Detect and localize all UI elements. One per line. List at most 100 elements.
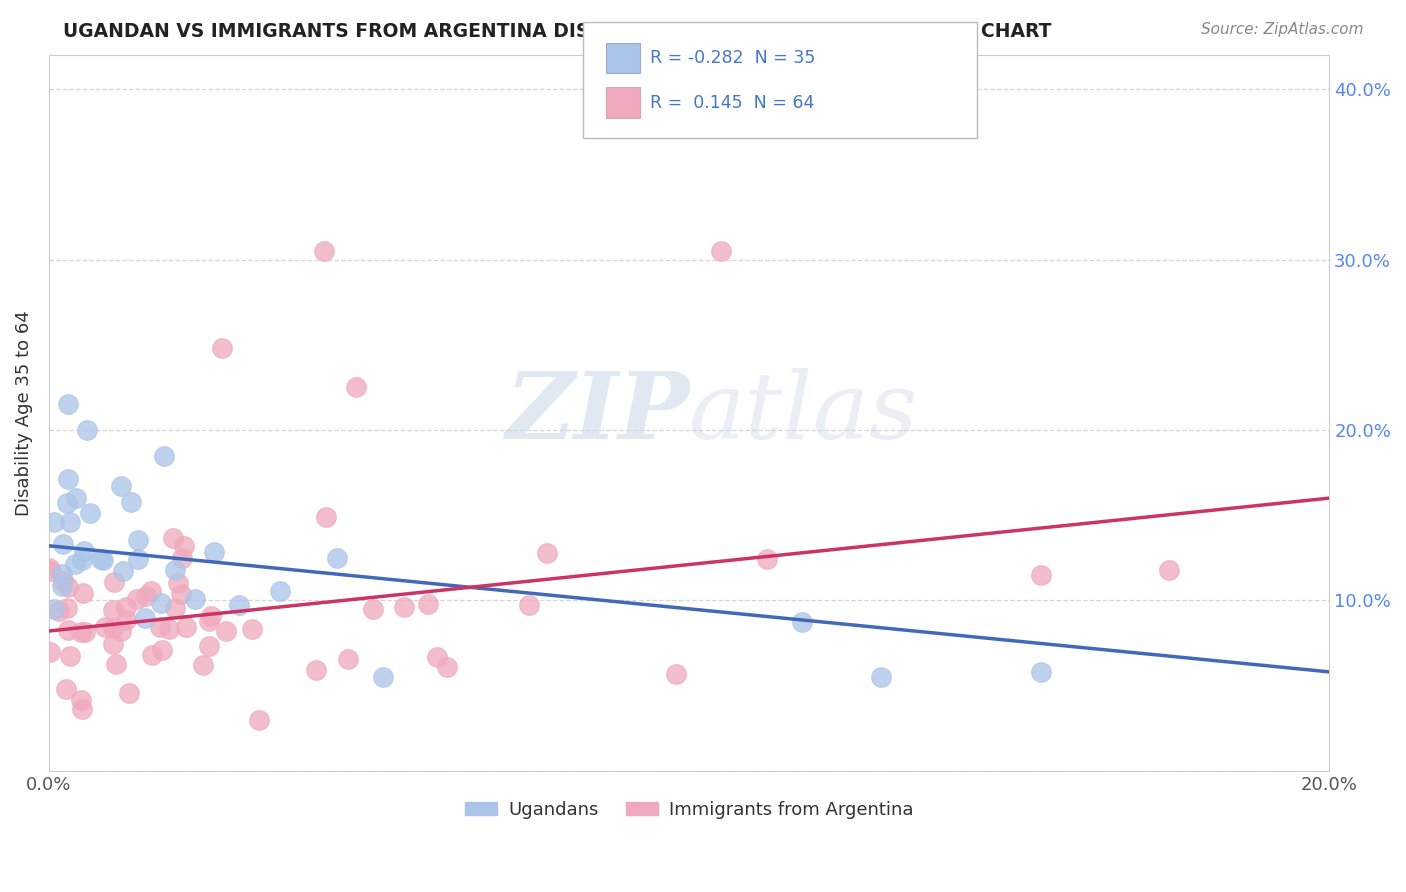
Point [65,491,87,505]
Point [101,603,124,617]
Point [150,643,173,657]
Point [127,552,149,566]
Point [870,670,893,684]
Point [55,496,77,510]
Point [344,380,367,394]
Point [141,648,163,663]
Point [418,597,440,611]
Point [104,657,127,671]
Point [39,565,62,579]
Point [42,602,65,616]
Point [166,575,188,590]
Point [756,551,779,566]
Point [111,565,134,579]
Point [665,666,688,681]
Point [269,583,291,598]
Point [373,670,395,684]
Point [69,625,91,640]
Point [76,423,98,437]
Point [710,244,733,258]
Point [1031,665,1053,679]
Point [174,620,197,634]
Point [110,479,132,493]
Point [149,620,172,634]
Point [101,637,124,651]
Point [110,624,132,638]
Point [315,509,337,524]
Point [118,686,141,700]
Point [228,599,250,613]
Point [153,449,176,463]
Point [790,615,813,630]
Point [165,563,187,577]
Point [75,624,97,639]
Point [120,494,142,508]
Point [79,506,101,520]
Point [170,587,193,601]
Point [211,341,233,355]
Point [240,622,263,636]
Point [184,592,207,607]
Point [394,600,416,615]
Point [101,621,124,635]
Point [103,575,125,590]
Point [197,614,219,628]
Point [56,600,79,615]
Point [139,583,162,598]
Point [325,551,347,566]
Point [193,657,215,672]
Point [51,579,73,593]
Point [426,649,449,664]
Text: R = -0.282  N = 35: R = -0.282 N = 35 [650,49,815,67]
Point [150,596,173,610]
Y-axis label: Disability Age 35 to 64: Disability Age 35 to 64 [15,310,32,516]
Point [536,546,558,560]
Text: R =  0.145  N = 64: R = 0.145 N = 64 [650,94,814,112]
Point [115,613,138,627]
Point [314,244,336,258]
Point [39,645,62,659]
Point [162,531,184,545]
Point [69,692,91,706]
Point [305,663,328,677]
Point [1031,567,1053,582]
Point [52,574,75,588]
Point [337,651,360,665]
Point [56,472,79,486]
Point [59,515,82,529]
Text: Source: ZipAtlas.com: Source: ZipAtlas.com [1201,22,1364,37]
Point [215,624,238,638]
Point [172,551,194,566]
Point [517,599,540,613]
Point [52,537,75,551]
Point [56,580,79,594]
Point [55,682,77,697]
Point [48,604,70,618]
Point [247,713,270,727]
Point [127,533,149,548]
Point [1159,563,1181,577]
Point [58,624,80,638]
Point [51,567,73,582]
Point [197,639,219,653]
Point [56,397,79,411]
Point [127,591,149,606]
Point [202,544,225,558]
Point [135,589,157,603]
Point [59,649,82,664]
Text: atlas: atlas [689,368,918,458]
Point [436,659,458,673]
Point [72,585,94,599]
Point [361,602,384,616]
Point [70,702,93,716]
Point [163,600,186,615]
Point [91,552,114,566]
Point [94,620,117,634]
Point [173,539,195,553]
Point [200,608,222,623]
Point [134,610,156,624]
Point [70,552,93,566]
Point [63,557,86,571]
Point [73,544,96,558]
Point [38,560,60,574]
